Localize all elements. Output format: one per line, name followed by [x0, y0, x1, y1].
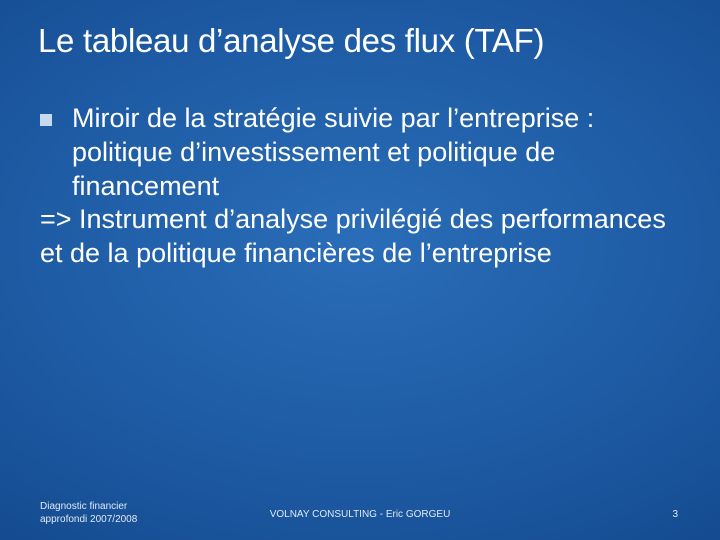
slide-title: Le tableau d’analyse des flux (TAF) — [38, 22, 700, 60]
slide: Le tableau d’analyse des flux (TAF) Miro… — [0, 0, 720, 540]
slide-body: Miroir de la stratégie suivie par l’entr… — [40, 102, 690, 271]
arrow-paragraph: => Instrument d’analyse privilégié des p… — [40, 203, 690, 271]
footer-center: VOLNAY CONSULTING - Eric GORGEU — [0, 509, 720, 520]
square-bullet-icon — [40, 114, 52, 126]
footer-page-number: 3 — [672, 509, 678, 520]
bullet-item: Miroir de la stratégie suivie par l’entr… — [40, 102, 690, 203]
bullet-text: Miroir de la stratégie suivie par l’entr… — [72, 103, 594, 201]
slide-footer: Diagnostic financier approfondi 2007/200… — [0, 496, 720, 526]
